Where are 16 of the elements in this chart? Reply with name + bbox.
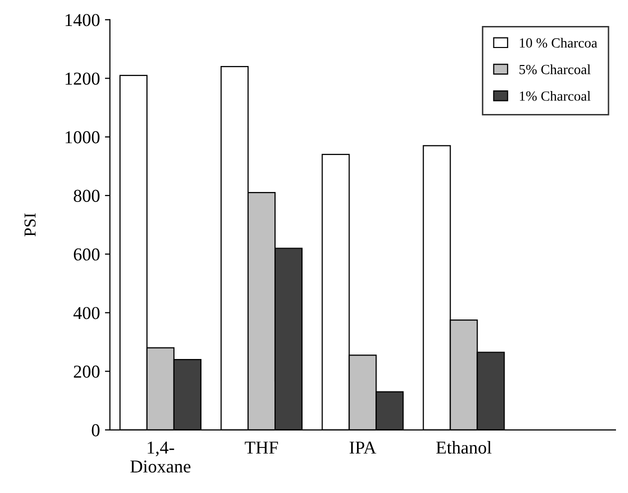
x-tick-label: THF — [244, 442, 278, 454]
y-axis-title: PSI — [24, 213, 36, 236]
y-tick-label: 1000 — [66, 131, 100, 144]
x-tick-label: 1,4- Dioxane — [130, 442, 190, 473]
y-tick-label: 1200 — [66, 72, 100, 85]
y-tick-label: 0 — [92, 424, 100, 436]
y-tick-label: 600 — [74, 248, 100, 261]
legend-label: 5% Charcoal — [520, 64, 591, 74]
y-tick-label: 1400 — [66, 14, 100, 26]
legend-label: 1% Charcoal — [520, 91, 591, 101]
legend-label: 10 % Charcoa — [520, 38, 598, 48]
x-tick-label: Ethanol — [436, 441, 492, 454]
y-tick-label: 200 — [74, 366, 100, 378]
y-tick-label: 800 — [74, 190, 100, 202]
y-tick-label: 400 — [73, 306, 100, 320]
x-tick-label: IPA — [350, 442, 376, 454]
